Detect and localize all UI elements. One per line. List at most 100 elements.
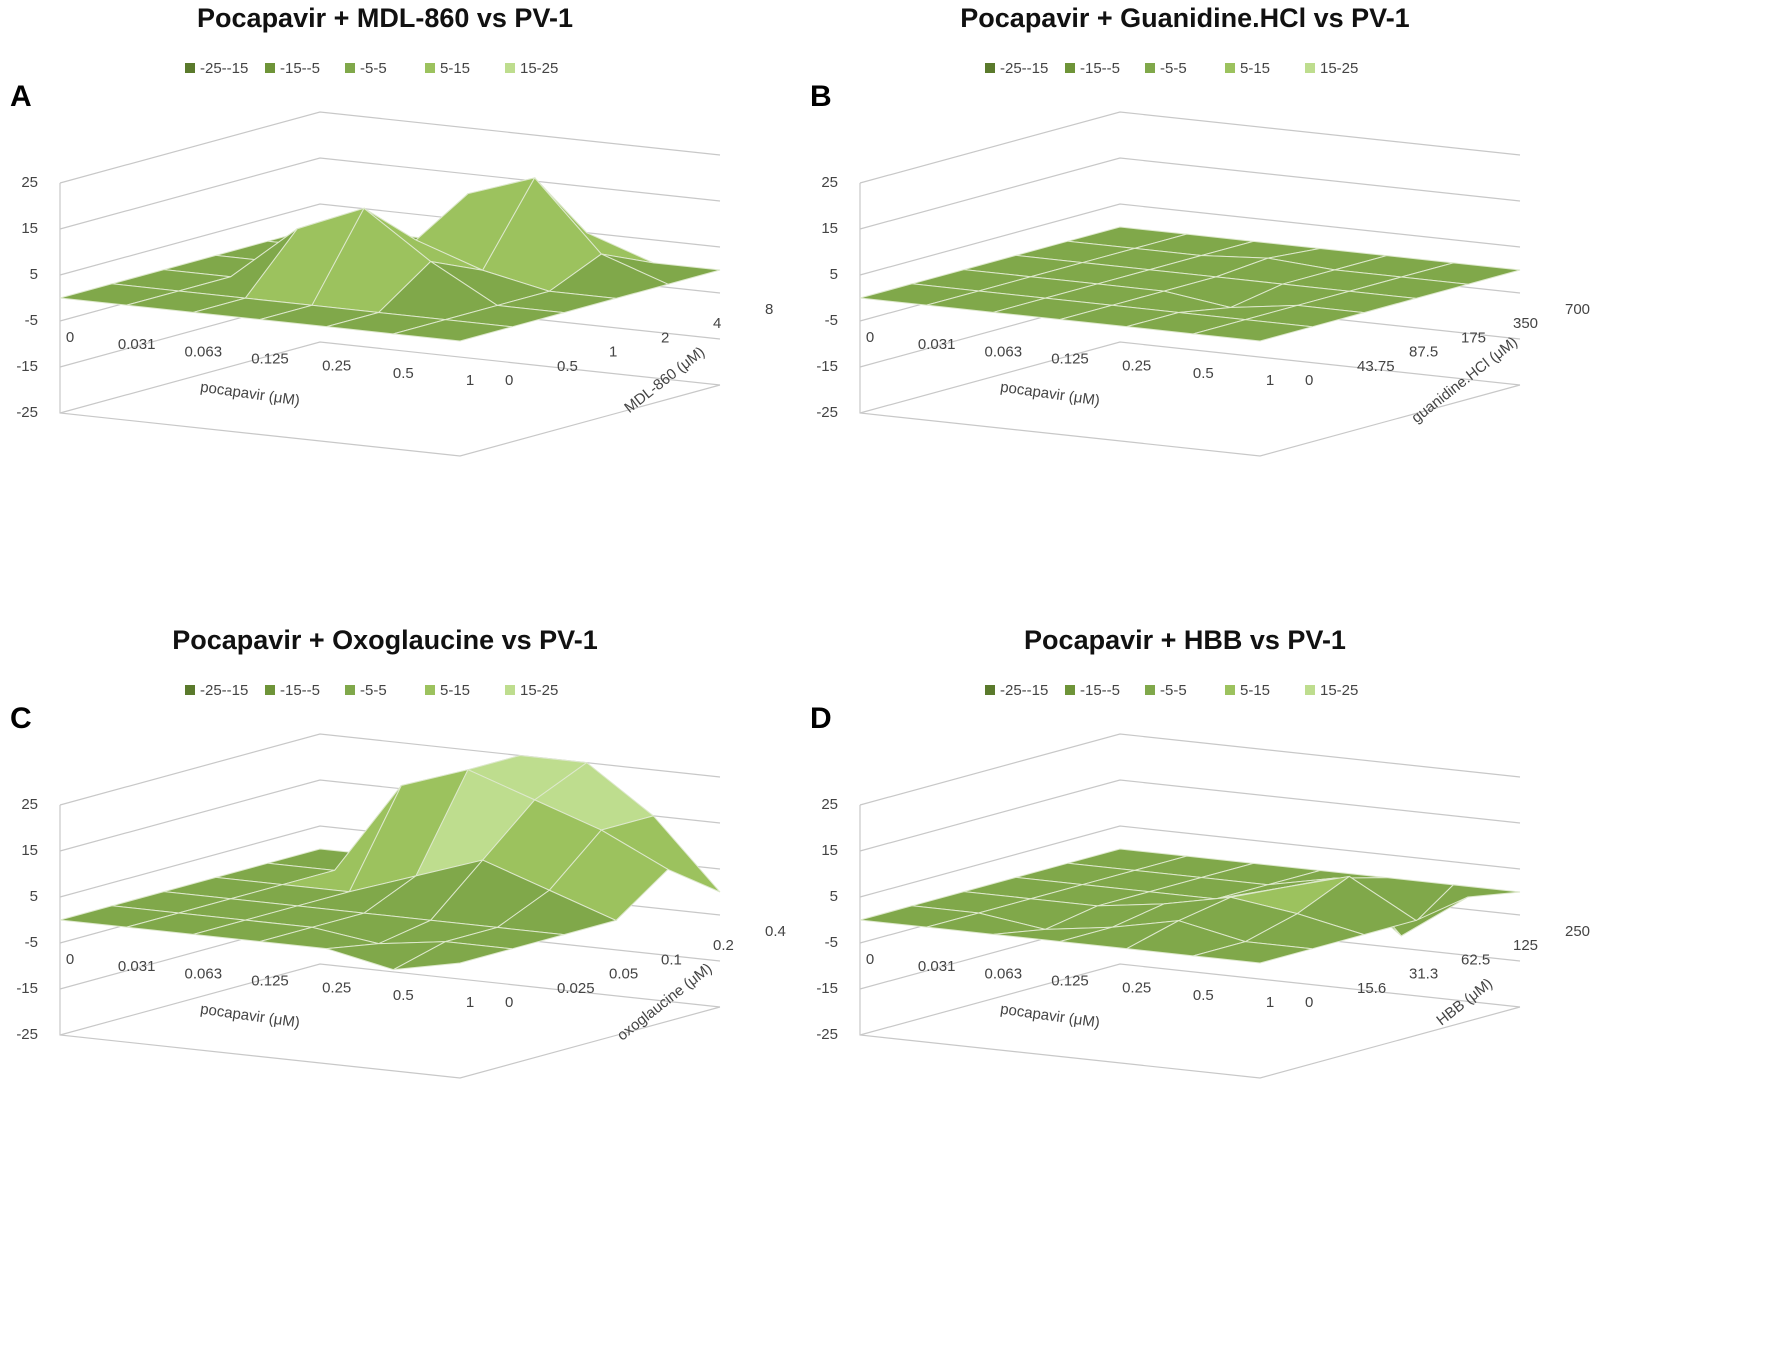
x-axis-title: pocapavir (μM) bbox=[999, 1001, 1101, 1032]
panel-letter: A bbox=[10, 80, 32, 113]
grid-line bbox=[859, 111, 1521, 184]
legend-swatch bbox=[1225, 685, 1235, 695]
depth-axis-title: HBB (μM) bbox=[1433, 975, 1496, 1029]
depth-tick-label: 700 bbox=[1565, 301, 1590, 318]
z-tick-label: 25 bbox=[821, 796, 838, 813]
legend-swatch bbox=[185, 63, 195, 73]
x-axis-title: pocapavir (μM) bbox=[999, 379, 1101, 410]
depth-tick-label: 0.025 bbox=[557, 980, 595, 997]
legend-swatch bbox=[265, 63, 275, 73]
x-tick-label: 0.063 bbox=[185, 965, 223, 982]
x-tick-label: 0 bbox=[866, 329, 874, 346]
z-tick-label: -15 bbox=[816, 358, 838, 375]
x-tick-label: 0.031 bbox=[118, 336, 156, 353]
legend-swatch bbox=[1305, 63, 1315, 73]
z-tick-label: 5 bbox=[830, 888, 838, 905]
x-tick-label: 0.125 bbox=[251, 972, 289, 989]
chart-title: Pocapavir + HBB vs PV-1 bbox=[1024, 625, 1346, 655]
panel: Pocapavir + Guanidine.HCl vs PV-1 B -25--1… bbox=[810, 3, 1590, 457]
x-axis-title: pocapavir (μM) bbox=[199, 1001, 301, 1032]
legend-swatch bbox=[985, 63, 995, 73]
chart-title: Pocapavir + Oxoglaucine vs PV-1 bbox=[172, 625, 597, 655]
z-tick-label: 15 bbox=[21, 220, 38, 237]
x-tick-label: 0.063 bbox=[185, 343, 223, 360]
grid-line bbox=[59, 157, 721, 230]
z-tick-label: -15 bbox=[16, 980, 38, 997]
depth-tick-label: 0 bbox=[1305, 994, 1313, 1011]
legend-swatch bbox=[1145, 685, 1155, 695]
depth-tick-label: 175 bbox=[1461, 329, 1486, 346]
x-tick-label: 0.125 bbox=[1051, 350, 1089, 367]
z-tick-label: -5 bbox=[825, 934, 838, 951]
legend-swatch bbox=[425, 685, 435, 695]
legend-label: -15--5 bbox=[1080, 682, 1120, 699]
x-tick-label: 1 bbox=[466, 994, 474, 1011]
x-axis-title: pocapavir (μM) bbox=[199, 379, 301, 410]
z-tick-label: 5 bbox=[830, 266, 838, 283]
depth-tick-label: 0.4 bbox=[765, 923, 786, 940]
grid-line bbox=[59, 111, 721, 184]
z-tick-label: -15 bbox=[16, 358, 38, 375]
x-tick-label: 0.25 bbox=[1122, 358, 1151, 375]
depth-tick-label: 0 bbox=[505, 994, 513, 1011]
depth-tick-label: 125 bbox=[1513, 937, 1538, 954]
panel-letter: C bbox=[10, 702, 32, 735]
legend-swatch bbox=[185, 685, 195, 695]
grid-line bbox=[859, 203, 1521, 276]
legend-swatch bbox=[1065, 63, 1075, 73]
z-tick-label: -25 bbox=[16, 1026, 38, 1043]
x-tick-label: 0.25 bbox=[1122, 980, 1151, 997]
z-tick-label: 25 bbox=[821, 174, 838, 191]
legend-swatch bbox=[345, 63, 355, 73]
panel: Pocapavir + HBB vs PV-1D-25--15 -15--5 -5-… bbox=[810, 625, 1590, 1079]
legend-label: 5-15 bbox=[1240, 60, 1270, 77]
grid-line bbox=[59, 341, 721, 414]
legend-swatch bbox=[345, 685, 355, 695]
x-tick-label: 0.125 bbox=[251, 350, 289, 367]
x-tick-label: 0.5 bbox=[1193, 987, 1214, 1004]
x-tick-label: 0.063 bbox=[985, 343, 1023, 360]
z-tick-label: -25 bbox=[816, 1026, 838, 1043]
legend-label: 5-15 bbox=[440, 682, 470, 699]
legend-swatch bbox=[1065, 685, 1075, 695]
x-tick-label: 0.5 bbox=[1193, 365, 1214, 382]
x-tick-label: 0.031 bbox=[918, 336, 956, 353]
z-tick-label: -15 bbox=[816, 980, 838, 997]
legend-label: -25--15 bbox=[200, 682, 248, 699]
legend-swatch bbox=[985, 685, 995, 695]
z-tick-label: 5 bbox=[30, 266, 38, 283]
depth-tick-label: 0.5 bbox=[557, 358, 578, 375]
grid-line bbox=[859, 341, 1521, 414]
legend-label: -25--15 bbox=[1000, 60, 1048, 77]
z-tick-label: 25 bbox=[21, 796, 38, 813]
depth-axis-title: MDL-860 (μM) bbox=[621, 344, 708, 417]
legend-label: 5-15 bbox=[1240, 682, 1270, 699]
depth-tick-label: 0 bbox=[1305, 372, 1313, 389]
legend-swatch bbox=[1305, 685, 1315, 695]
grid-line bbox=[859, 963, 1521, 1036]
z-tick-label: 15 bbox=[821, 220, 838, 237]
z-tick-label: -25 bbox=[816, 404, 838, 421]
x-tick-label: 0 bbox=[866, 951, 874, 968]
z-tick-label: 15 bbox=[21, 842, 38, 859]
x-tick-label: 0.25 bbox=[322, 358, 351, 375]
z-tick-label: 15 bbox=[821, 842, 838, 859]
grid-line bbox=[59, 963, 721, 1036]
legend-swatch bbox=[425, 63, 435, 73]
x-tick-label: 1 bbox=[466, 372, 474, 389]
x-tick-label: 0.5 bbox=[393, 987, 414, 1004]
legend-label: 5-15 bbox=[440, 60, 470, 77]
x-tick-label: 0.125 bbox=[1051, 972, 1089, 989]
legend-label: 15-25 bbox=[520, 682, 558, 699]
legend-swatch bbox=[505, 685, 515, 695]
depth-tick-label: 31.3 bbox=[1409, 966, 1438, 983]
legend-label: 15-25 bbox=[1320, 60, 1358, 77]
x-tick-label: 0 bbox=[66, 329, 74, 346]
depth-tick-label: 62.5 bbox=[1461, 951, 1490, 968]
x-tick-label: 0.063 bbox=[985, 965, 1023, 982]
chart-title: Pocapavir + MDL-860 vs PV-1 bbox=[197, 3, 573, 33]
depth-tick-label: 0.1 bbox=[661, 951, 682, 968]
panel: Pocapavir + MDL-860 vs PV-1 A -25--15 -15--… bbox=[10, 3, 773, 457]
legend-swatch bbox=[1225, 63, 1235, 73]
z-tick-label: -5 bbox=[25, 312, 38, 329]
